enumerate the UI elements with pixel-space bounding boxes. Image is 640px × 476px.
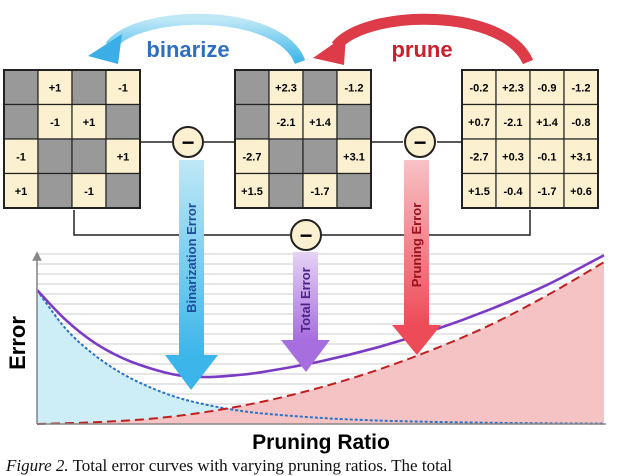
minus-circle-binarization: − (172, 126, 204, 158)
cell-value: +1 (117, 151, 130, 163)
cell-value: -1 (16, 151, 26, 163)
binarize-label: binarize (146, 37, 229, 62)
pruned-cell (3, 69, 39, 106)
svg-text:Total Error: Total Error (298, 267, 313, 333)
pruned-cell (234, 69, 270, 106)
cell-value: -2.1 (504, 117, 523, 129)
prune-label: prune (391, 37, 452, 62)
minus-circle-total: − (290, 219, 322, 251)
cell-value: -0.8 (572, 117, 591, 129)
weight-cell (563, 103, 599, 140)
y-axis-label: Error (5, 316, 30, 370)
figure-label: Figure 2. (6, 456, 69, 475)
weight-cell (563, 172, 599, 209)
cell-value: -0.9 (538, 82, 557, 94)
total-error-curve (36, 254, 605, 379)
cell-value: -1 (50, 117, 60, 129)
cell-value: +1 (49, 82, 62, 94)
cell-value: -2.7 (470, 151, 489, 163)
cell-value: -1.7 (538, 186, 557, 198)
connector-lines (73, 141, 531, 236)
pruned-cell (3, 103, 39, 140)
weight-cell (495, 103, 531, 140)
cell-value: +1 (15, 186, 28, 198)
cell-value: +2.3 (502, 82, 524, 94)
pruned-cell (302, 69, 338, 106)
cell-value: +1.5 (241, 186, 263, 198)
total-error-arrow: Total Error (281, 252, 330, 372)
figure-caption: Figure 2. Total error curves with varyin… (6, 456, 640, 476)
cell-value: +1.5 (468, 186, 490, 198)
x-axis-label: Pruning Ratio (252, 431, 390, 454)
cell-value: -0.2 (470, 82, 489, 94)
pruned-cell (268, 138, 304, 175)
weight-cell (268, 103, 304, 140)
pruned-cell (302, 138, 338, 175)
svg-text:−: − (182, 130, 195, 155)
pruned-cell (234, 103, 270, 140)
binarization-error-arrow: Binarization Error (165, 160, 218, 390)
pruned-cell (336, 172, 372, 209)
weight-cell (105, 138, 141, 175)
pruned-cell (105, 103, 141, 140)
error-chart: Error Pruning Ratio (5, 251, 606, 454)
svg-text:−: − (300, 223, 313, 248)
pruned-cell (71, 138, 107, 175)
prune-arrow: prune (313, 13, 534, 65)
weight-cell (529, 172, 565, 209)
binarization-error-fill (37, 290, 604, 424)
svg-text:Binarization Error: Binarization Error (184, 203, 199, 313)
pruned-matrix: +2.3 -1.2 -2.1 +1.4 -2.7 +3.1 +1.5 -1.7 (234, 69, 372, 209)
caption-text: Total error curves with varying pruning … (68, 456, 453, 475)
cell-value: -2.1 (277, 117, 296, 129)
cell-value: -1 (84, 186, 94, 198)
pruned-cell (37, 138, 73, 175)
weight-cell (495, 69, 531, 106)
weight-cell (302, 103, 338, 140)
binarization-error-curve (36, 289, 605, 425)
pruned-cell (268, 172, 304, 209)
cell-value: +0.3 (502, 151, 524, 163)
weight-cell (495, 172, 531, 209)
cell-value: -1.2 (572, 82, 591, 94)
cell-value: +2.3 (275, 82, 297, 94)
cell-value: -1.2 (345, 82, 364, 94)
pruning-error-arrow: Pruning Error (392, 160, 441, 355)
cell-value: -1 (118, 82, 128, 94)
binarize-arrow: binarize (88, 13, 306, 65)
cell-value: -0.1 (538, 151, 557, 163)
cell-value: +1.4 (309, 117, 332, 129)
cell-value: -0.4 (504, 186, 524, 198)
cell-value: +0.6 (570, 186, 592, 198)
pruning-error-fill (37, 262, 604, 424)
svg-text:−: − (414, 130, 427, 155)
pruned-cell (71, 69, 107, 106)
pruned-cell (105, 172, 141, 209)
cell-value: +1 (83, 117, 96, 129)
cell-value: +3.1 (343, 151, 365, 163)
minus-circle-pruning: − (404, 126, 436, 158)
binarized-matrix: +1 -1 -1 +1 -1 +1 +1 -1 (3, 69, 141, 209)
cell-value: -2.7 (243, 151, 262, 163)
cell-value: -1.7 (311, 186, 330, 198)
cell-value: +1.4 (536, 117, 559, 129)
original-matrix: -0.2 +2.3 -0.9 -1.2 +0.7 -2.1 +1.4 -0.8 -2.7 +0.3… (461, 69, 599, 209)
cell-value: +0.7 (468, 117, 490, 129)
weight-cell (461, 69, 497, 106)
cell-value: +3.1 (570, 151, 592, 163)
pruned-cell (37, 172, 73, 209)
weight-cell (71, 103, 107, 140)
svg-text:Pruning Error: Pruning Error (409, 203, 424, 288)
pruned-cell (336, 103, 372, 140)
pruning-error-curve (36, 261, 605, 425)
